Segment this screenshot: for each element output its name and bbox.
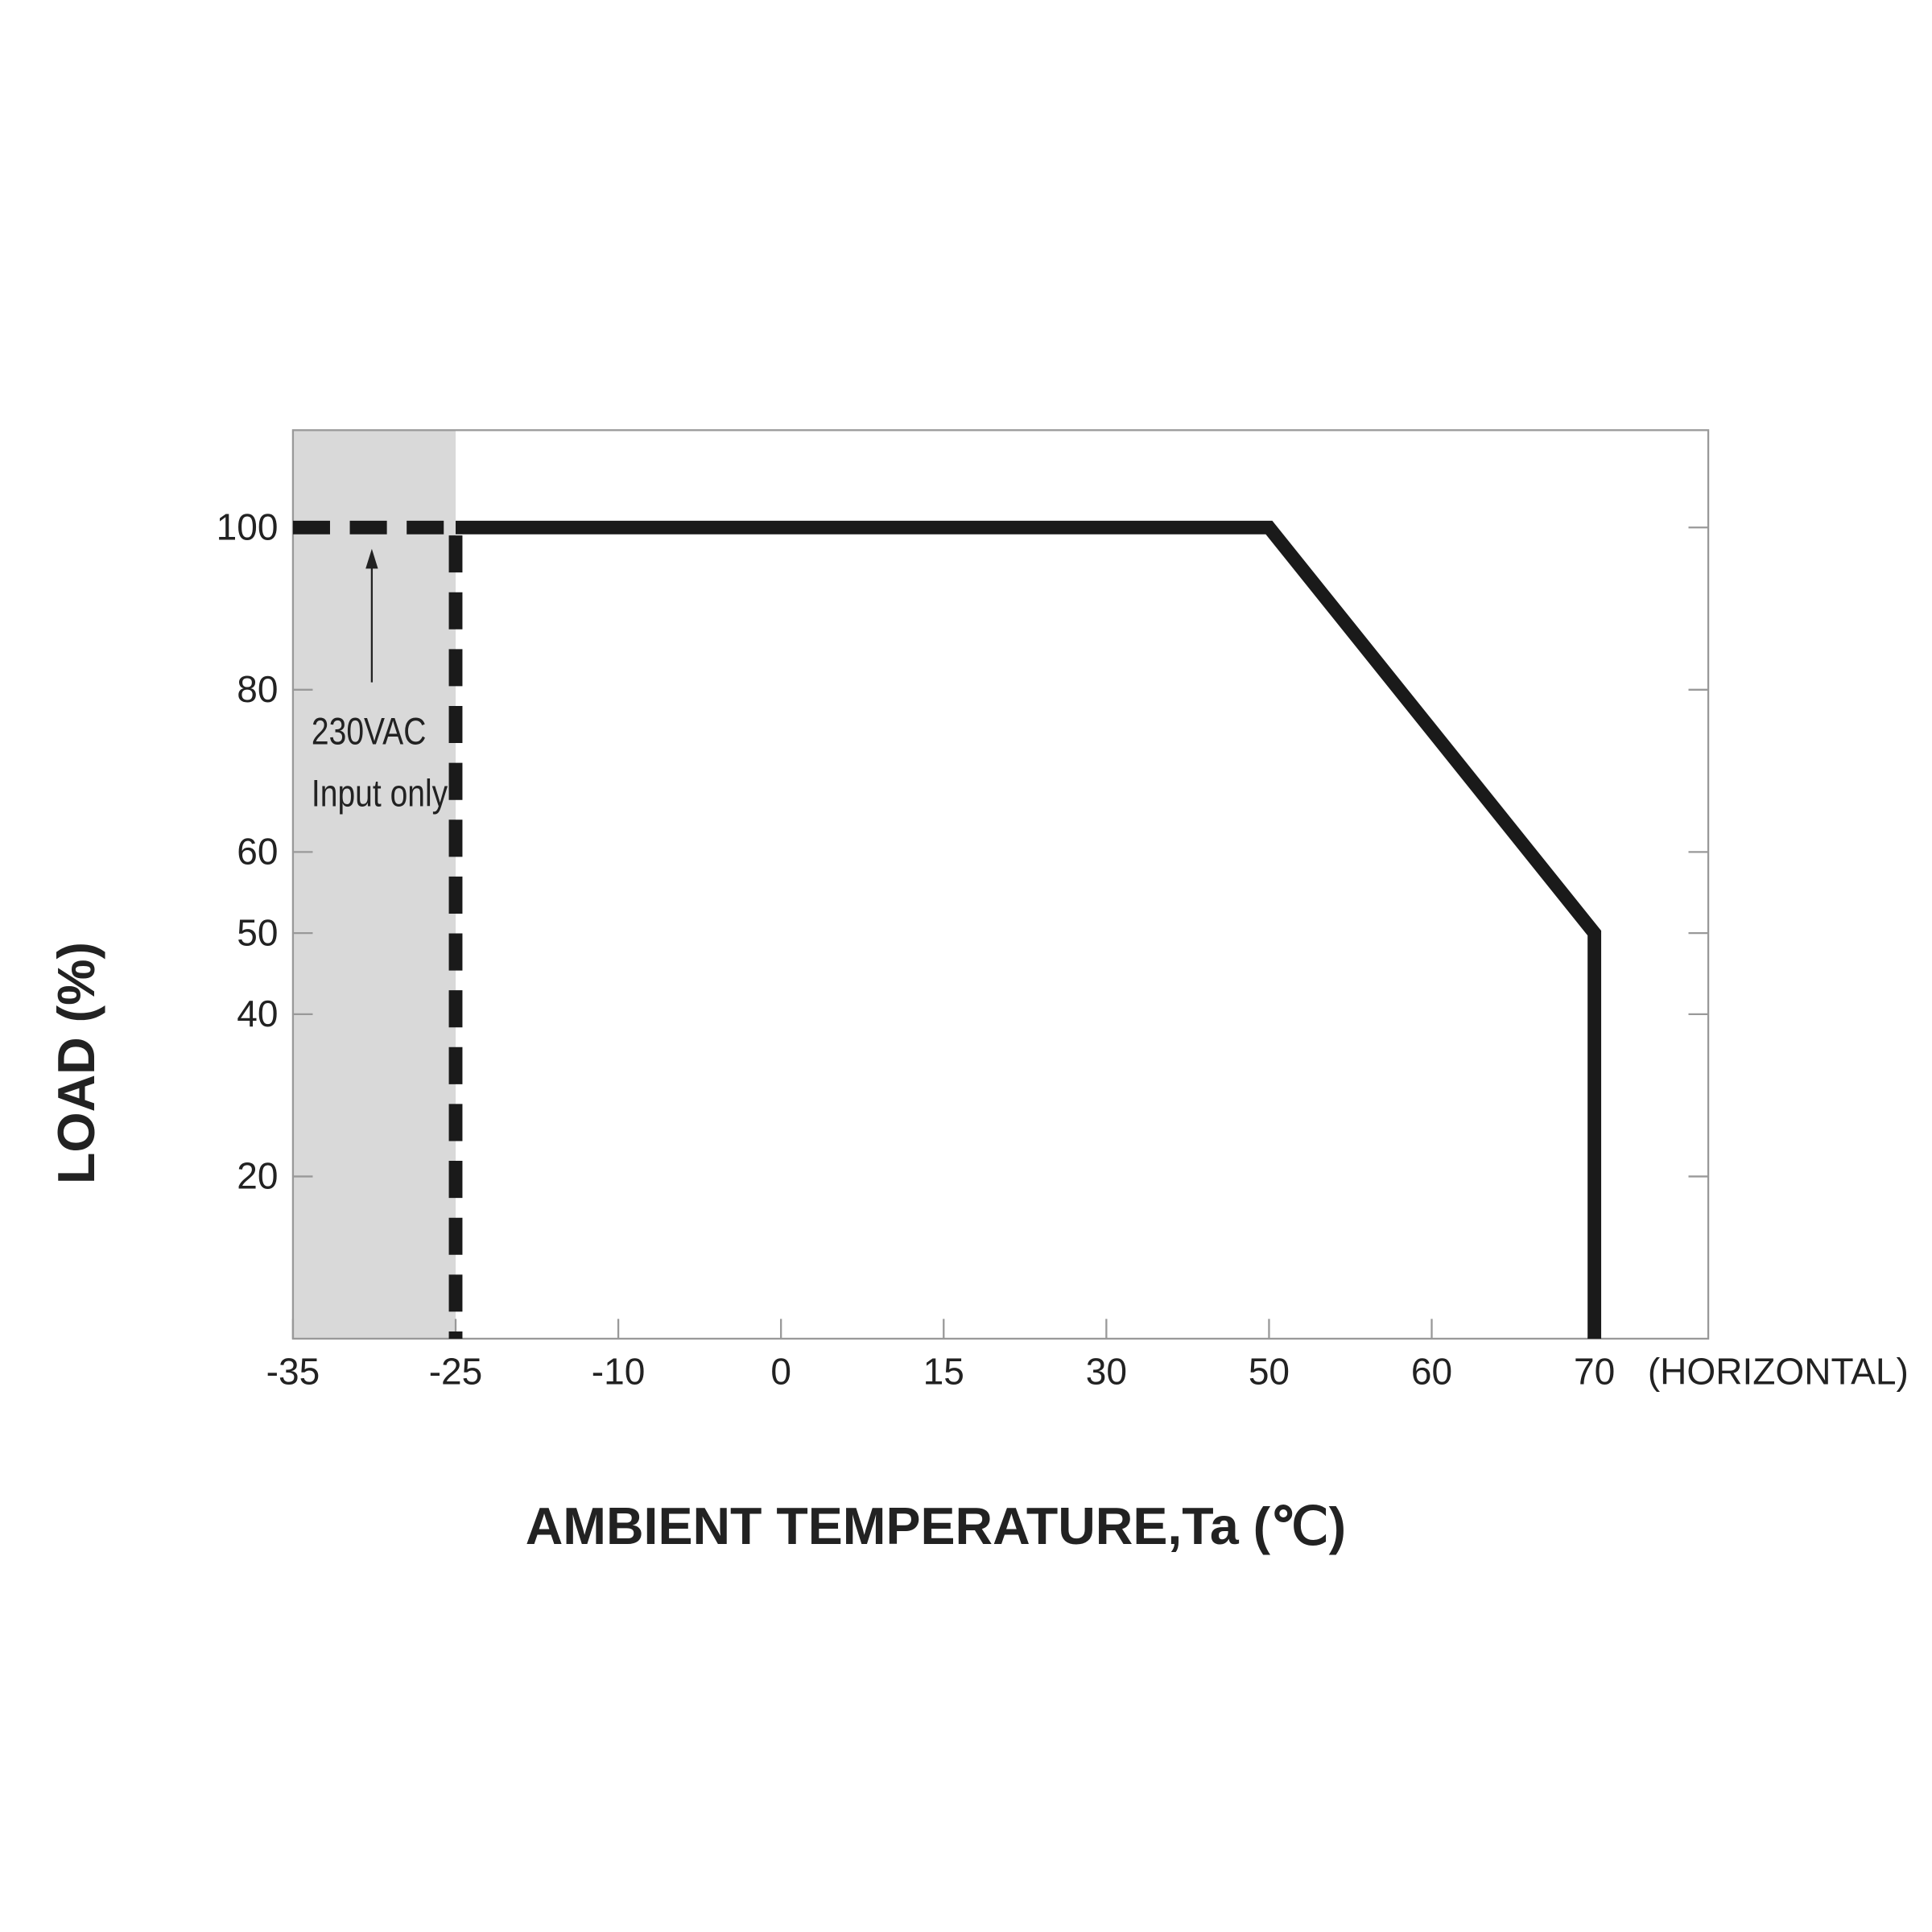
line	[456, 520, 1602, 1339]
x-tick-label: 70	[1574, 1351, 1615, 1393]
plot-frame	[291, 429, 1710, 1340]
y-tick-label: 40	[237, 993, 278, 1034]
x-tick-label: -25	[429, 1351, 483, 1393]
y-axis-title: LOAD (%)	[47, 942, 105, 1184]
y-tick-label: 80	[237, 668, 278, 710]
y-tick-label: 20	[237, 1155, 278, 1197]
y-tick-label: 60	[237, 831, 278, 873]
x-axis-note: (HORIZONTAL)	[1648, 1351, 1909, 1393]
y-tick-label: 100	[217, 506, 279, 548]
x-tick-label: -35	[266, 1351, 320, 1393]
x-tick-label: 15	[923, 1351, 964, 1393]
x-tick-label: 0	[770, 1351, 791, 1393]
annotation-arrowhead	[365, 548, 378, 569]
x-axis-title: AMBIENT TEMPERATURE,Ta (℃)	[526, 1497, 1346, 1555]
annotation-text: Input only	[312, 773, 448, 815]
y-tick-label: 50	[237, 911, 278, 953]
annotation-text: 230VAC	[312, 711, 426, 753]
x-tick-label: 50	[1249, 1351, 1290, 1393]
x-tick-label: 60	[1411, 1351, 1452, 1393]
shaded-region	[292, 430, 456, 1339]
x-tick-label: -10	[592, 1351, 646, 1393]
x-tick-label: 30	[1086, 1351, 1127, 1393]
dashed-line	[292, 520, 463, 1339]
